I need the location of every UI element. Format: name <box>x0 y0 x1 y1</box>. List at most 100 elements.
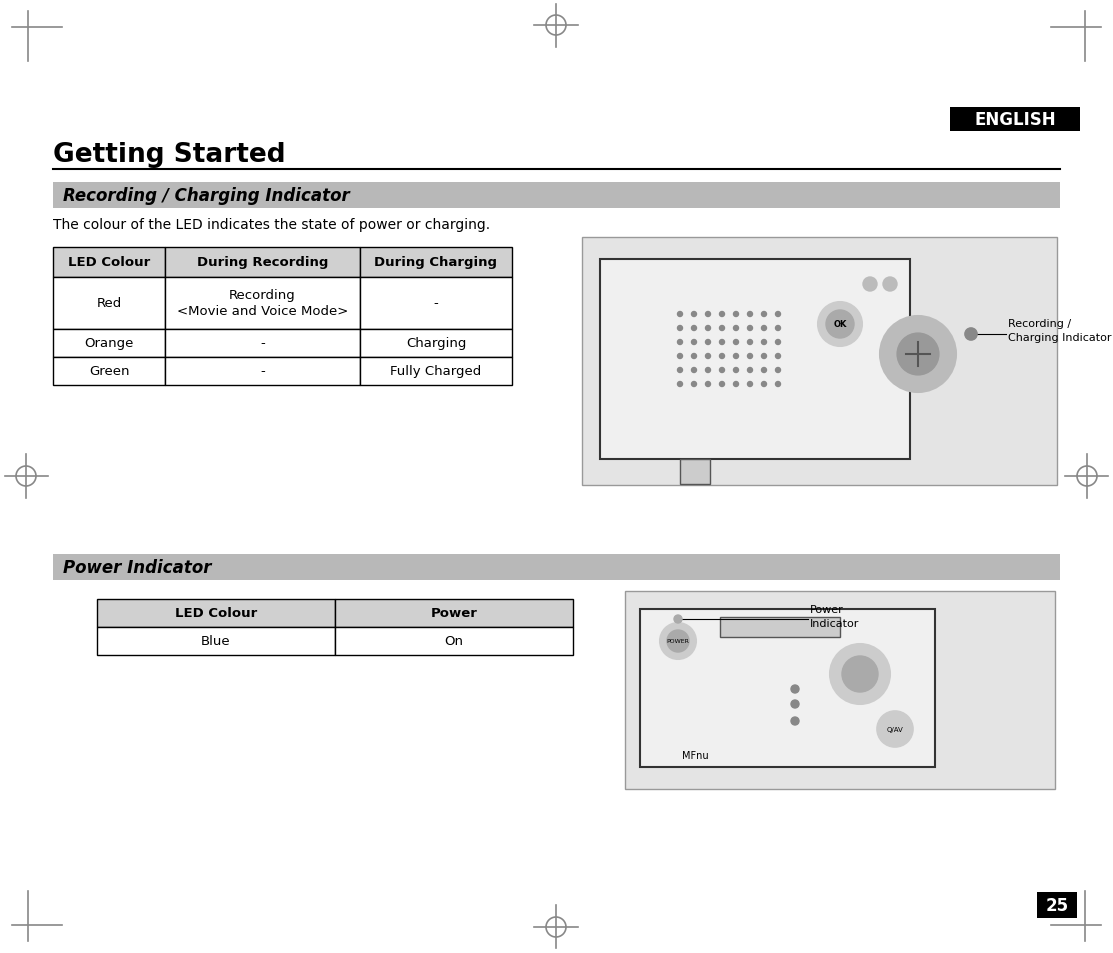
Circle shape <box>733 382 739 387</box>
Bar <box>680 459 710 484</box>
Bar <box>165 330 359 357</box>
Circle shape <box>691 355 697 359</box>
Circle shape <box>748 382 752 387</box>
Circle shape <box>761 326 767 331</box>
Bar <box>359 357 512 386</box>
Circle shape <box>691 326 697 331</box>
Bar <box>97 599 335 627</box>
Circle shape <box>791 700 799 708</box>
Circle shape <box>897 334 939 375</box>
Text: Q/AV: Q/AV <box>887 726 904 732</box>
Circle shape <box>748 368 752 374</box>
Circle shape <box>776 382 780 387</box>
Circle shape <box>706 313 710 317</box>
Text: 25: 25 <box>1045 896 1068 914</box>
Text: ENGLISH: ENGLISH <box>974 111 1056 129</box>
Circle shape <box>691 382 697 387</box>
Text: -: - <box>260 337 265 350</box>
Bar <box>53 357 165 386</box>
Bar <box>951 108 1080 132</box>
Text: Power: Power <box>431 607 477 619</box>
Text: During Charging: During Charging <box>374 256 498 269</box>
Circle shape <box>733 355 739 359</box>
Circle shape <box>776 326 780 331</box>
Text: Blue: Blue <box>201 635 230 648</box>
Circle shape <box>748 340 752 345</box>
Bar <box>53 555 1060 580</box>
Bar <box>359 248 512 277</box>
Circle shape <box>761 355 767 359</box>
Circle shape <box>678 368 682 374</box>
Circle shape <box>776 355 780 359</box>
Circle shape <box>706 340 710 345</box>
Circle shape <box>719 340 725 345</box>
Circle shape <box>667 630 689 652</box>
Text: -: - <box>260 365 265 378</box>
Circle shape <box>706 326 710 331</box>
Text: POWER: POWER <box>667 639 689 644</box>
Circle shape <box>748 355 752 359</box>
Bar <box>335 627 573 656</box>
Circle shape <box>830 644 890 704</box>
Circle shape <box>880 316 956 393</box>
Circle shape <box>877 711 913 747</box>
Text: Fully Charged: Fully Charged <box>391 365 482 378</box>
Circle shape <box>678 355 682 359</box>
Circle shape <box>748 326 752 331</box>
Bar <box>53 330 165 357</box>
Text: On: On <box>444 635 463 648</box>
Text: -: - <box>434 297 439 310</box>
Circle shape <box>719 368 725 374</box>
Circle shape <box>748 313 752 317</box>
Circle shape <box>678 313 682 317</box>
Circle shape <box>691 368 697 374</box>
Text: Green: Green <box>89 365 129 378</box>
Text: OK: OK <box>834 320 847 329</box>
Text: Recording /
Charging Indicator: Recording / Charging Indicator <box>1008 319 1112 342</box>
Circle shape <box>733 368 739 374</box>
Circle shape <box>691 340 697 345</box>
Circle shape <box>678 326 682 331</box>
Text: Orange: Orange <box>85 337 134 350</box>
Text: Power Indicator: Power Indicator <box>63 558 211 577</box>
Circle shape <box>678 382 682 387</box>
Bar <box>640 609 935 767</box>
Circle shape <box>791 685 799 693</box>
Circle shape <box>965 329 977 340</box>
Circle shape <box>883 277 897 292</box>
Circle shape <box>719 382 725 387</box>
Bar <box>53 277 165 330</box>
Circle shape <box>719 326 725 331</box>
Text: Getting Started: Getting Started <box>53 142 286 168</box>
Text: The colour of the LED indicates the state of power or charging.: The colour of the LED indicates the stat… <box>53 218 490 232</box>
Bar <box>600 260 910 459</box>
Circle shape <box>843 657 878 692</box>
Circle shape <box>660 623 696 659</box>
Bar <box>335 599 573 627</box>
Bar <box>165 248 359 277</box>
Circle shape <box>719 355 725 359</box>
Circle shape <box>706 368 710 374</box>
Circle shape <box>706 382 710 387</box>
Circle shape <box>818 303 861 347</box>
Circle shape <box>719 313 725 317</box>
Circle shape <box>678 340 682 345</box>
Circle shape <box>791 718 799 725</box>
Text: Power
Indicator: Power Indicator <box>810 605 859 628</box>
Text: LED Colour: LED Colour <box>175 607 257 619</box>
Bar <box>720 618 840 638</box>
Circle shape <box>706 355 710 359</box>
Circle shape <box>733 313 739 317</box>
Text: Recording
<Movie and Voice Mode>: Recording <Movie and Voice Mode> <box>177 289 348 318</box>
Bar <box>165 277 359 330</box>
Bar <box>582 237 1057 485</box>
Circle shape <box>733 340 739 345</box>
Text: During Recording: During Recording <box>197 256 328 269</box>
Text: Recording / Charging Indicator: Recording / Charging Indicator <box>63 187 349 205</box>
Bar <box>1037 892 1077 918</box>
Circle shape <box>863 277 877 292</box>
Text: Charging: Charging <box>406 337 466 350</box>
Bar <box>97 627 335 656</box>
Circle shape <box>674 616 682 623</box>
Circle shape <box>761 340 767 345</box>
